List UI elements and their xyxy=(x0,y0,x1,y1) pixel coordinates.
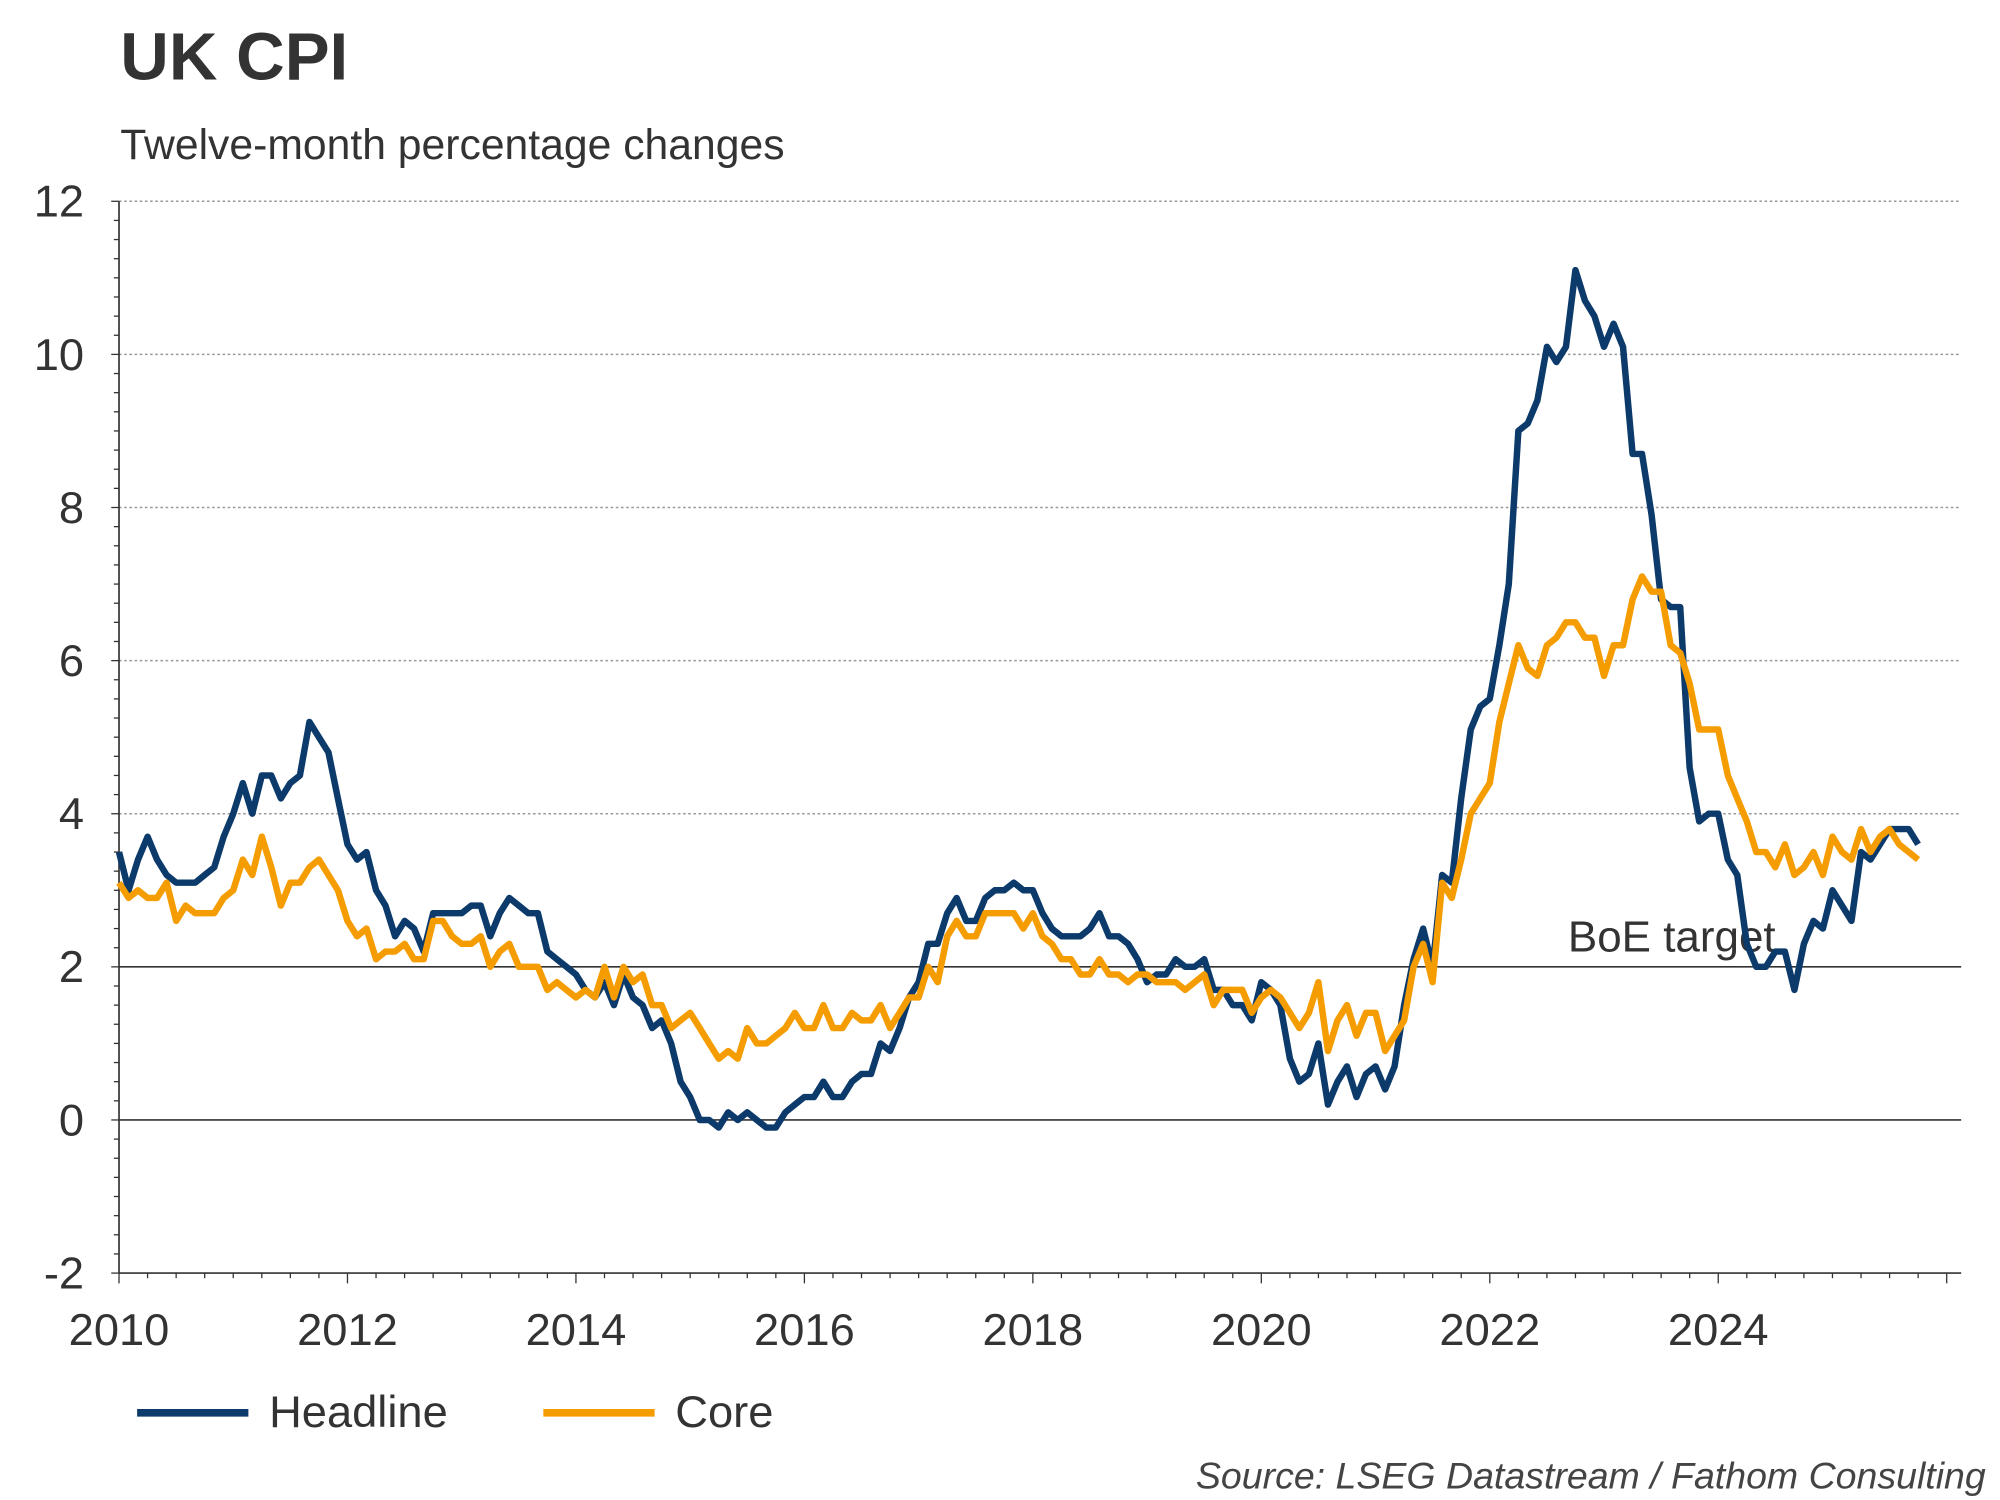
y-tick-label: 12 xyxy=(34,176,84,227)
axes xyxy=(111,200,1962,1284)
y-tick-label: 2 xyxy=(59,941,84,992)
x-tick-label: 2022 xyxy=(1439,1304,1540,1355)
x-tick-label: 2020 xyxy=(1211,1304,1312,1355)
chart-subtitle: Twelve-month percentage changes xyxy=(120,122,784,169)
y-tick-labels: -2 0 2 4 6 8 10 12 xyxy=(34,176,84,1299)
y-tick-label: 4 xyxy=(59,788,84,839)
x-tick-label: 2012 xyxy=(297,1304,398,1355)
x-tick-labels: 2010 2012 2014 2016 2018 2020 2022 2024 xyxy=(69,1304,1769,1355)
y-tick-label: 0 xyxy=(59,1095,84,1146)
y-tick-label: -2 xyxy=(44,1248,84,1299)
legend: Headline Core xyxy=(137,1386,773,1437)
legend-label-core: Core xyxy=(675,1386,773,1437)
legend-label-headline: Headline xyxy=(269,1386,448,1437)
source-note: Source: LSEG Datastream / Fathom Consult… xyxy=(1196,1455,1986,1497)
series-line-core xyxy=(116,573,1921,1062)
x-tick-label: 2016 xyxy=(754,1304,855,1355)
x-tick-label: 2018 xyxy=(983,1304,1084,1355)
series-lines xyxy=(115,266,1921,1131)
series-line-headline xyxy=(115,266,1921,1131)
x-tick-label: 2014 xyxy=(526,1304,627,1355)
x-tick-label: 2010 xyxy=(69,1304,170,1355)
y-tick-label: 6 xyxy=(59,635,84,686)
x-tick-label: 2024 xyxy=(1668,1304,1769,1355)
y-tick-label: 10 xyxy=(34,329,84,380)
gridlines xyxy=(119,200,1962,815)
chart-title: UK CPI xyxy=(120,20,348,95)
y-tick-label: 8 xyxy=(59,482,84,533)
